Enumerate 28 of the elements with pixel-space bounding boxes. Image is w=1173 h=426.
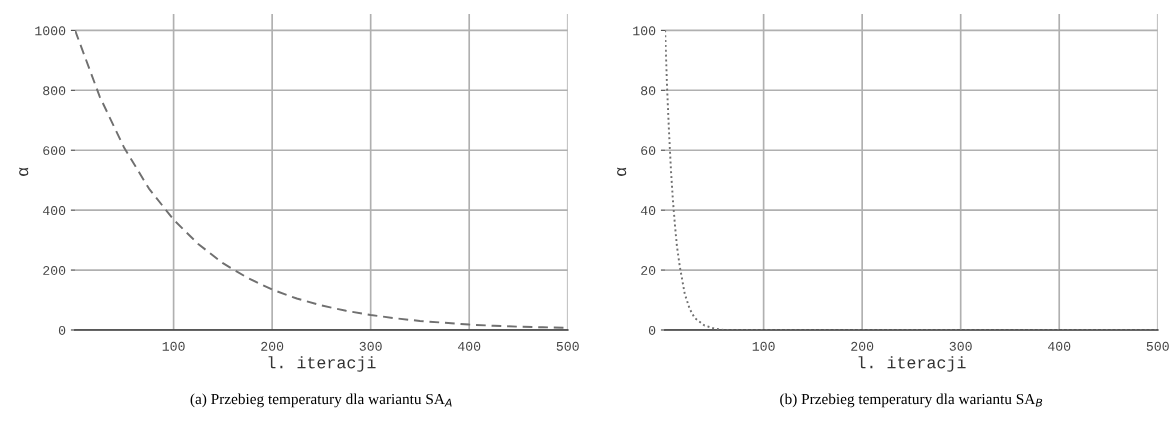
x-tick-label: 500 xyxy=(1146,341,1169,351)
y-tick-label: 80 xyxy=(641,86,656,96)
y-tick-label: 600 xyxy=(43,146,66,156)
y-tick-label: 1000 xyxy=(35,26,66,36)
x-tick-label: 400 xyxy=(457,341,481,351)
text: (b) Przebieg temperatury dla wariantu SA$_{B}$ xyxy=(780,393,1043,408)
y-tick-label: 20 xyxy=(641,266,656,275)
x-axis-title: l. iteracji xyxy=(858,356,966,372)
x-tick-label: 200 xyxy=(851,341,874,351)
x-tick-label: 100 xyxy=(752,341,775,351)
x-tick-label: 300 xyxy=(359,341,382,351)
x-tick-label: 100 xyxy=(162,341,185,351)
y-tick-label: 0 xyxy=(58,325,66,335)
y-tick-label: 0 xyxy=(648,325,656,335)
x-axis-title: l. iteracji xyxy=(268,356,376,372)
y-axis-title: α xyxy=(19,167,29,176)
y-axis-title: α xyxy=(617,167,627,176)
y-tick-label: 800 xyxy=(43,86,66,96)
y-tick-label: 400 xyxy=(42,206,66,216)
y-tick-label: 60 xyxy=(641,146,656,156)
x-tick-label: 500 xyxy=(556,341,579,351)
y-tick-label: 40 xyxy=(640,206,656,216)
x-tick-label: 400 xyxy=(1048,341,1071,351)
y-tick-label: 100 xyxy=(633,26,656,36)
x-tick-label: 300 xyxy=(949,341,972,351)
x-tick-label: 200 xyxy=(261,341,284,351)
text: (a) Przebieg temperatury dla wariantu SA$_{A}$ xyxy=(190,393,452,408)
y-tick-label: 200 xyxy=(43,266,66,275)
